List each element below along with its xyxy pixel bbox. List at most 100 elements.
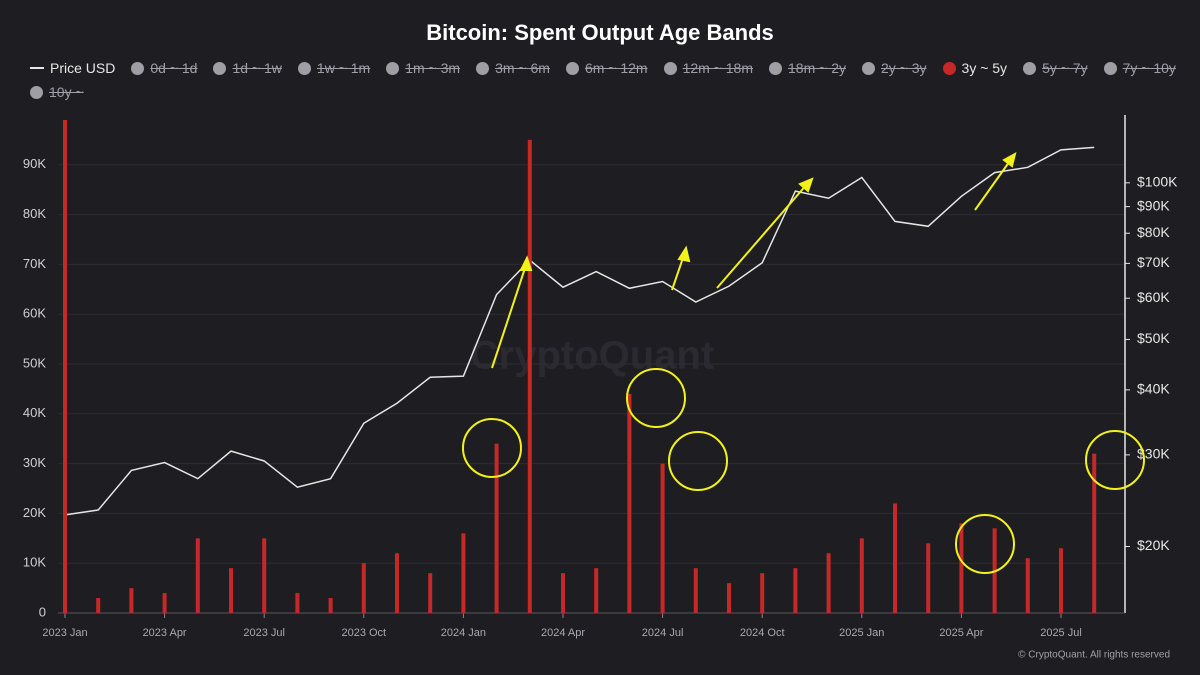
legend-swatch xyxy=(862,61,875,75)
legend-swatch xyxy=(297,61,311,75)
x-tick-label: 2024 Apr xyxy=(541,627,585,639)
legend-swatch xyxy=(1023,61,1037,75)
x-tick-label: 2024 Jul xyxy=(642,627,684,639)
legend-label: 3y ~ 5y xyxy=(961,60,1008,76)
bar xyxy=(361,563,366,613)
annotation-circle xyxy=(955,514,1015,574)
legend-label: 6m ~ 12m xyxy=(584,60,648,76)
bar xyxy=(727,583,731,613)
legend-label: 0d ~ 1d xyxy=(150,60,198,76)
legend-label: 12m ~ 18m xyxy=(682,60,754,76)
y-tick-label: 90K xyxy=(23,156,46,171)
y2-tick-label: $20K xyxy=(1137,537,1170,553)
y2-tick-label: $50K xyxy=(1137,330,1170,346)
legend-item[interactable]: 12m ~ 18m xyxy=(663,58,754,78)
legend-item[interactable]: Price USD xyxy=(30,58,115,78)
bar xyxy=(461,533,466,613)
y-tick-label: 40K xyxy=(23,405,46,420)
legend-label: 18m ~ 2y xyxy=(788,60,846,76)
legend-item[interactable]: 18m ~ 2y xyxy=(769,58,846,78)
bar xyxy=(561,573,565,613)
y-tick-label: 30K xyxy=(23,455,46,470)
bar xyxy=(826,553,831,613)
y2-tick-label: $70K xyxy=(1137,254,1170,270)
credit: © CryptoQuant. All rights reserved xyxy=(1018,650,1170,661)
legend-swatch xyxy=(663,61,677,75)
legend-label: 1d ~ 1w xyxy=(232,60,282,76)
y2-tick-label: $90K xyxy=(1137,197,1170,213)
annotation-circle xyxy=(462,418,522,478)
x-tick-label: 2025 Apr xyxy=(939,627,983,639)
bar xyxy=(63,119,67,613)
bar xyxy=(129,588,134,613)
watermark: CryptoQuant xyxy=(470,334,714,378)
legend-item[interactable]: 5y ~ 7y xyxy=(1023,58,1088,78)
y-tick-label: 10K xyxy=(23,555,46,570)
bar xyxy=(1059,548,1063,613)
bar xyxy=(295,593,300,613)
bar xyxy=(328,598,333,613)
legend-item[interactable]: 1d ~ 1w xyxy=(213,58,282,78)
x-tick-label: 2025 Jan xyxy=(839,627,884,639)
bar xyxy=(162,593,167,613)
legend-swatch xyxy=(565,61,579,75)
legend-label: 5y ~ 7y xyxy=(1042,60,1088,76)
legend-item[interactable]: 3m ~ 6m xyxy=(476,58,550,78)
x-tick-label: 2024 Jan xyxy=(441,627,486,639)
legend-item[interactable]: 1m ~ 3m xyxy=(386,58,460,78)
annotation-circle xyxy=(1085,430,1145,490)
y-tick-label: 0 xyxy=(39,604,46,619)
annotations xyxy=(462,152,1145,574)
y-tick-label: 20K xyxy=(23,505,46,520)
legend-swatch xyxy=(30,85,43,99)
bar xyxy=(1025,558,1030,613)
x-tick-label: 2025 Jul xyxy=(1040,627,1082,639)
legend-label: 1m ~ 3m xyxy=(405,60,461,76)
x-tick-label: 2023 Apr xyxy=(143,627,187,639)
legend-item[interactable]: 0d ~ 1d xyxy=(131,58,197,78)
legend-item[interactable]: 10y ~ xyxy=(30,82,84,102)
annotation-arrow xyxy=(671,245,691,291)
annotation-arrow xyxy=(716,177,814,289)
x-tick-label: 2023 Jan xyxy=(42,627,87,639)
bar xyxy=(893,503,897,613)
legend-item[interactable]: 1w ~ 1m xyxy=(297,58,370,78)
y-tick-label: 50K xyxy=(23,355,46,370)
y-tick-label: 80K xyxy=(23,206,46,221)
bar xyxy=(693,568,698,613)
y2-tick-label: $80K xyxy=(1137,224,1170,240)
legend-label: 7y ~ 10y xyxy=(1122,60,1176,76)
bar xyxy=(959,523,964,613)
bar xyxy=(262,538,267,613)
bar xyxy=(395,553,399,613)
bar xyxy=(428,573,433,613)
y2-tick-label: $100K xyxy=(1137,174,1178,190)
annotation-circle xyxy=(668,431,728,491)
x-tick-label: 2023 Oct xyxy=(341,627,386,639)
bar xyxy=(494,443,499,613)
legend-label: 10y ~ xyxy=(49,84,84,100)
legend: Price USD 0d ~ 1d 1d ~ 1w 1w ~ 1m 1m ~ 3m 3m … xyxy=(30,58,1180,102)
legend-swatch xyxy=(476,61,490,75)
legend-item[interactable]: 6m ~ 12m xyxy=(565,58,648,78)
annotation-arrow xyxy=(974,152,1017,211)
bar xyxy=(660,463,665,613)
y2-tick-label: $40K xyxy=(1137,381,1170,397)
x-tick-label: 2023 Jul xyxy=(243,627,285,639)
y2-tick-label: $60K xyxy=(1137,289,1170,305)
legend-item[interactable]: 3y ~ 5y xyxy=(942,58,1008,78)
legend-label: 3m ~ 6m xyxy=(495,60,550,76)
legend-item[interactable]: 2y ~ 3y xyxy=(862,58,927,78)
bar xyxy=(926,543,931,613)
y-tick-label: 70K xyxy=(23,256,46,271)
bar xyxy=(1092,453,1097,613)
bar xyxy=(195,538,200,613)
bar xyxy=(96,598,101,613)
legend-swatch xyxy=(386,61,400,75)
legend-item[interactable]: 7y ~ 10y xyxy=(1103,58,1176,78)
annotation-circle xyxy=(626,368,686,428)
legend-swatch xyxy=(1103,61,1117,75)
bar xyxy=(627,393,632,613)
